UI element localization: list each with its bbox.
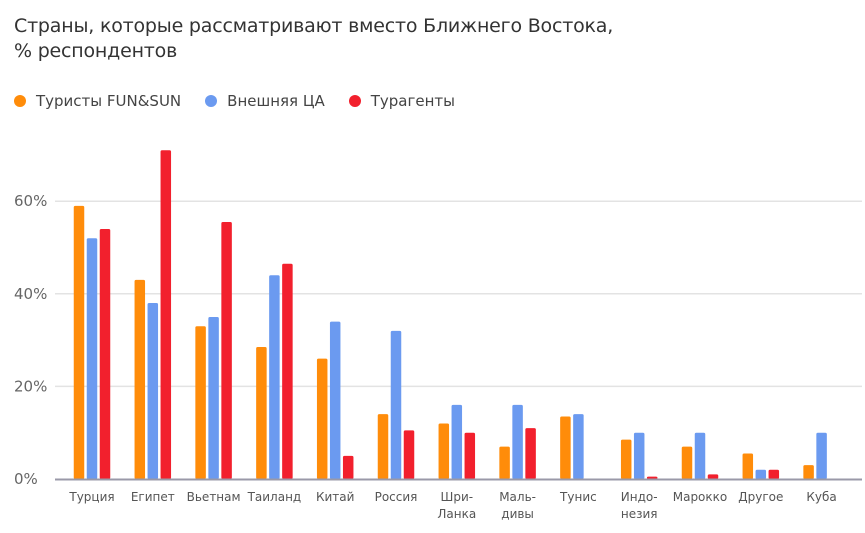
bar-tourists <box>134 279 146 479</box>
bar-tourists <box>681 446 693 479</box>
x-tick-label: Другое <box>738 490 783 504</box>
bar-agents <box>525 428 536 479</box>
x-tick-label: Египет <box>131 490 175 504</box>
bar-external <box>208 316 219 479</box>
x-tick-label: Турция <box>68 490 114 504</box>
x-tick-label: Марокко <box>673 490 728 504</box>
bar-agents <box>282 263 293 479</box>
bar-agents <box>342 455 354 479</box>
x-tick-label: Россия <box>375 490 418 504</box>
bar-external <box>451 404 463 479</box>
bar-external <box>390 330 402 479</box>
legend-dot-tourists-icon <box>14 95 26 107</box>
bar-external <box>694 432 706 479</box>
bar-agents <box>646 476 658 479</box>
bar-external <box>269 275 280 479</box>
bar-agents <box>403 430 415 479</box>
bar-agents <box>221 222 232 479</box>
legend-label-agents: Турагенты <box>370 92 456 110</box>
y-tick-label: 60% <box>14 192 47 210</box>
x-tick-label: Таиланд <box>247 490 302 504</box>
x-tick-label: Куба <box>806 490 836 504</box>
legend-dot-external-icon <box>205 95 218 107</box>
bar-tourists <box>803 465 814 479</box>
legend-item-external: Внешняя ЦА <box>205 92 325 110</box>
bar-agents <box>464 432 476 479</box>
bar-agents <box>160 150 172 479</box>
bar-external <box>816 432 827 479</box>
bar-external <box>86 238 98 479</box>
bar-external <box>147 303 159 479</box>
bar-external <box>573 414 584 479</box>
y-tick-label: 40% <box>14 285 47 303</box>
bar-tourists <box>316 358 328 479</box>
bar-tourists <box>73 205 85 479</box>
bar-tourists <box>377 414 389 479</box>
bar-external <box>329 321 341 479</box>
legend-item-tourists: Туристы FUN&SUN <box>14 92 181 110</box>
chart-title-line-2: % респондентов <box>14 40 178 62</box>
chart-title: Страны, которые рассматривают вместо Бли… <box>14 14 774 64</box>
bar-external <box>633 432 645 479</box>
bar-tourists <box>620 439 632 479</box>
bar-tourists <box>742 453 754 479</box>
x-tick-label: Ланка <box>437 507 476 521</box>
legend-label-tourists: Туристы FUN&SUN <box>36 92 182 110</box>
x-tick-label: Индо- <box>621 490 658 504</box>
bar-tourists <box>195 326 206 479</box>
bar-agents <box>707 474 719 479</box>
legend-item-agents: Турагенты <box>348 92 456 110</box>
x-tick-label: дивы <box>501 507 534 521</box>
x-tick-label: Шри- <box>441 490 474 504</box>
bar-tourists <box>499 446 510 479</box>
x-tick-label: незия <box>621 507 658 521</box>
x-tick-label: Китай <box>316 490 354 504</box>
chart-title-line-1: Страны, которые рассматривают вместо Бли… <box>14 15 614 37</box>
bar-tourists <box>256 347 267 479</box>
bar-external <box>512 404 523 479</box>
bar-agents <box>99 228 111 479</box>
y-tick-label: 20% <box>14 377 47 395</box>
legend-label-external: Внешняя ЦА <box>227 92 325 110</box>
y-tick-label: 0% <box>14 470 38 488</box>
x-tick-label: Маль- <box>499 490 536 504</box>
legend: Туристы FUN&SUN Внешняя ЦА Турагенты <box>14 92 455 110</box>
bar-agents <box>768 469 780 479</box>
x-tick-label: Вьетнам <box>187 490 241 504</box>
legend-dot-agents-icon <box>348 95 361 107</box>
bar-tourists <box>438 423 450 479</box>
x-tick-label: Тунис <box>559 490 597 504</box>
bar-tourists <box>560 416 571 479</box>
bar-external <box>755 469 767 479</box>
